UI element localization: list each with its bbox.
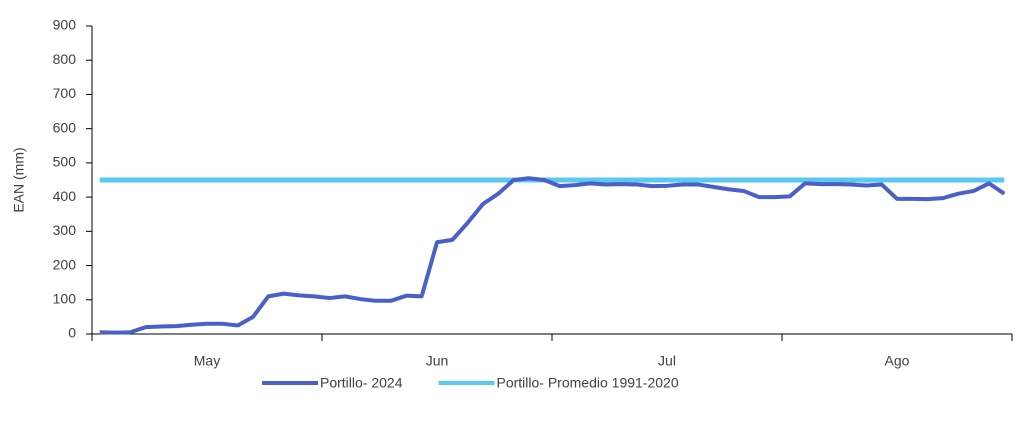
y-tick-label: 500 <box>53 154 77 170</box>
y-tick-label: 800 <box>53 51 77 67</box>
y-axis-label: EAN (mm) <box>11 147 27 212</box>
legend-label: Portillo- 2024 <box>320 375 403 391</box>
x-tick-label: Jun <box>426 353 449 369</box>
y-tick-label: 400 <box>53 188 77 204</box>
y-tick-label: 100 <box>53 290 77 306</box>
x-tick-label: Jul <box>658 353 676 369</box>
y-tick-label: 0 <box>68 325 76 341</box>
y-tick-label: 900 <box>53 17 77 33</box>
y-tick-label: 300 <box>53 222 77 238</box>
x-tick-label: May <box>194 353 220 369</box>
line-series <box>99 176 1006 335</box>
legend-label: Portillo- Promedio 1991-2020 <box>497 375 679 391</box>
y-tick-label: 700 <box>53 85 77 101</box>
x-tick-label: Ago <box>885 353 910 369</box>
y-tick-label: 600 <box>53 119 77 135</box>
y-tick-label: 200 <box>53 256 77 272</box>
